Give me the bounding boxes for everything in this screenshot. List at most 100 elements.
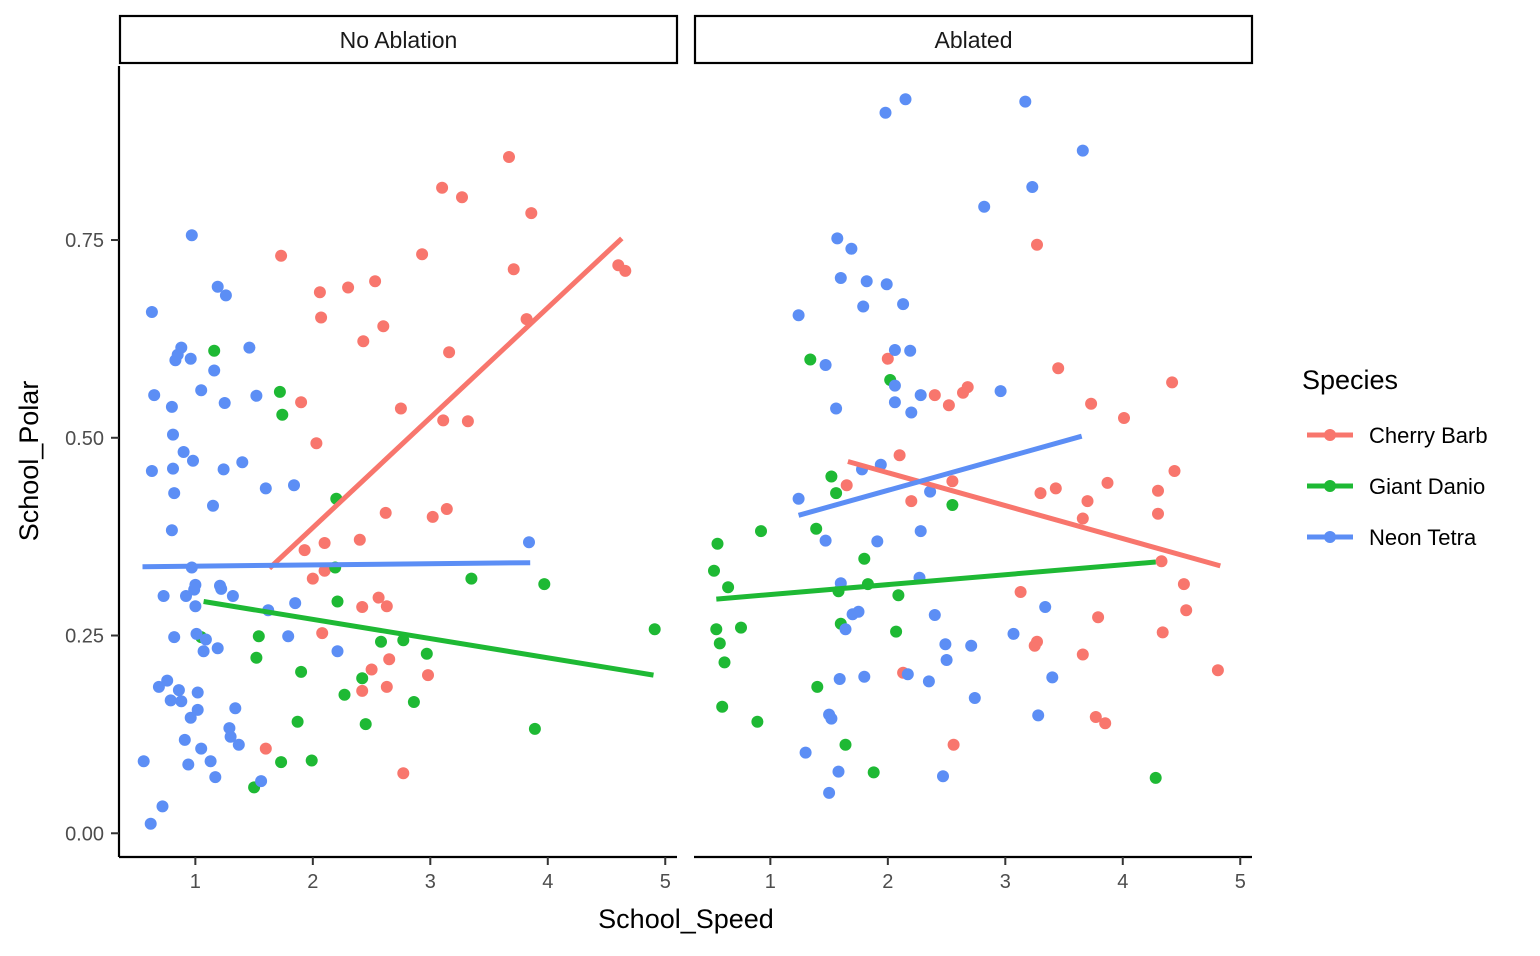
trendline-cherry-barb-no-ablation — [267, 236, 624, 571]
point-cherry-barb-ablated-17 — [1052, 362, 1065, 375]
point-cherry-barb-no-ablation-4 — [306, 572, 319, 585]
trendline-giant-danio-ablated — [716, 559, 1156, 602]
point-giant-danio-no-ablation-1 — [208, 344, 221, 357]
legend-label-neon-tetra: Neon Tetra — [1369, 525, 1477, 550]
point-neon-tetra-no-ablation-56 — [236, 456, 249, 469]
point-cherry-barb-ablated-14 — [1031, 635, 1043, 648]
point-neon-tetra-no-ablation-65 — [331, 645, 344, 658]
point-neon-tetra-no-ablation-33 — [190, 627, 203, 640]
x-axis-title: School_Speed — [598, 904, 774, 934]
point-neon-tetra-ablated-10 — [832, 765, 845, 778]
point-neon-tetra-no-ablation-54 — [229, 702, 242, 715]
point-neon-tetra-no-ablation-21 — [177, 446, 190, 458]
point-giant-danio-no-ablation-24 — [648, 623, 661, 636]
point-neon-tetra-no-ablation-4 — [148, 389, 161, 402]
point-neon-tetra-no-ablation-9 — [164, 694, 177, 707]
point-neon-tetra-no-ablation-38 — [197, 645, 210, 658]
point-cherry-barb-ablated-32 — [1177, 578, 1190, 591]
point-cherry-barb-ablated-28 — [1155, 555, 1168, 568]
trendline-giant-danio-no-ablation — [203, 599, 654, 678]
point-neon-tetra-ablated-37 — [922, 675, 935, 688]
point-giant-danio-ablated-1 — [710, 623, 723, 636]
point-giant-danio-no-ablation-19 — [407, 696, 420, 708]
point-neon-tetra-ablated-38 — [924, 485, 937, 498]
point-neon-tetra-ablated-41 — [939, 638, 952, 651]
point-cherry-barb-ablated-33 — [1180, 604, 1193, 617]
x-tick-label-no-ablation-0: 1 — [190, 871, 201, 893]
point-neon-tetra-ablated-49 — [1026, 181, 1039, 193]
point-neon-tetra-ablated-27 — [888, 344, 901, 356]
point-cherry-barb-ablated-15 — [1034, 487, 1047, 500]
point-giant-danio-no-ablation-8 — [291, 715, 304, 728]
point-giant-danio-ablated-4 — [716, 700, 729, 713]
point-neon-tetra-no-ablation-5 — [152, 680, 165, 693]
point-neon-tetra-ablated-51 — [1039, 601, 1052, 613]
x-tick-label-ablated-2: 3 — [1000, 871, 1011, 893]
point-neon-tetra-no-ablation-34 — [191, 686, 204, 699]
point-neon-tetra-no-ablation-48 — [217, 463, 230, 476]
point-neon-tetra-ablated-0 — [792, 492, 805, 505]
point-cherry-barb-ablated-18 — [1076, 648, 1089, 661]
point-cherry-barb-ablated-27 — [1152, 507, 1164, 520]
facet-label-1: No Ablation — [340, 27, 458, 53]
point-neon-tetra-ablated-14 — [839, 623, 852, 636]
point-neon-tetra-ablated-48 — [1019, 95, 1032, 108]
point-giant-danio-no-ablation-15 — [356, 672, 369, 685]
point-cherry-barb-no-ablation-12 — [353, 533, 366, 546]
x-tick-label-ablated-3: 4 — [1117, 871, 1128, 893]
point-neon-tetra-ablated-28 — [888, 379, 901, 392]
point-giant-danio-ablated-17 — [839, 738, 852, 751]
point-cherry-barb-no-ablation-19 — [377, 320, 390, 333]
legend-title: Species — [1302, 365, 1398, 395]
point-cherry-barb-ablated-23 — [1099, 717, 1112, 730]
point-neon-tetra-no-ablation-41 — [207, 499, 219, 512]
point-cherry-barb-no-ablation-2 — [295, 396, 308, 409]
point-giant-danio-ablated-9 — [755, 525, 767, 538]
legend-key-point-neon-tetra — [1324, 531, 1336, 543]
point-neon-tetra-ablated-2 — [799, 746, 812, 759]
point-giant-danio-ablated-12 — [811, 680, 824, 693]
point-neon-tetra-ablated-30 — [899, 93, 912, 106]
point-neon-tetra-no-ablation-47 — [215, 582, 228, 595]
point-cherry-barb-no-ablation-1 — [275, 249, 288, 262]
point-neon-tetra-no-ablation-18 — [172, 684, 185, 697]
point-cherry-barb-no-ablation-35 — [503, 151, 515, 163]
point-giant-danio-no-ablation-4 — [252, 630, 265, 643]
point-neon-tetra-ablated-44 — [968, 692, 981, 704]
point-neon-tetra-ablated-15 — [845, 242, 858, 255]
point-cherry-barb-ablated-8 — [947, 738, 960, 751]
x-tick-label-no-ablation-4: 5 — [660, 871, 671, 893]
point-neon-tetra-ablated-20 — [858, 670, 871, 683]
point-neon-tetra-ablated-17 — [852, 605, 865, 618]
point-giant-danio-ablated-5 — [718, 656, 731, 669]
point-neon-tetra-no-ablation-66 — [523, 536, 535, 549]
point-cherry-barb-ablated-21 — [1089, 711, 1102, 723]
point-neon-tetra-ablated-8 — [830, 402, 843, 415]
point-cherry-barb-no-ablation-20 — [379, 506, 392, 519]
point-cherry-barb-no-ablation-38 — [525, 207, 538, 220]
point-neon-tetra-ablated-32 — [904, 344, 917, 357]
point-cherry-barb-ablated-11 — [1014, 586, 1027, 598]
point-neon-tetra-no-ablation-35 — [191, 703, 204, 716]
point-neon-tetra-ablated-40 — [937, 770, 949, 783]
axis-ticks: 1 2 3 4 5 1 2 3 4 5 0.00 0.25 0.50 0.75 — [65, 230, 1246, 893]
point-giant-danio-ablated-18 — [858, 552, 871, 565]
point-neon-tetra-no-ablation-53 — [226, 590, 239, 602]
legend-key-point-cherry-barb — [1324, 429, 1336, 441]
point-neon-tetra-no-ablation-2 — [145, 465, 158, 477]
point-neon-tetra-no-ablation-20 — [175, 341, 188, 354]
y-tick-label-1: 0.25 — [65, 626, 104, 648]
point-neon-tetra-ablated-47 — [1007, 627, 1020, 640]
facet-strip-1: No Ablation — [118, 14, 679, 65]
facet-label-2: Ablated — [934, 27, 1012, 53]
point-neon-tetra-no-ablation-45 — [211, 642, 224, 655]
point-neon-tetra-no-ablation-23 — [180, 590, 192, 602]
point-giant-danio-no-ablation-22 — [528, 722, 541, 735]
point-cherry-barb-no-ablation-11 — [342, 281, 355, 294]
point-neon-tetra-no-ablation-26 — [184, 711, 197, 724]
panel-no-ablation — [137, 151, 661, 830]
point-neon-tetra-no-ablation-50 — [219, 289, 232, 302]
legend-key-point-giant-danio — [1324, 480, 1336, 492]
point-giant-danio-ablated-11 — [810, 522, 823, 535]
